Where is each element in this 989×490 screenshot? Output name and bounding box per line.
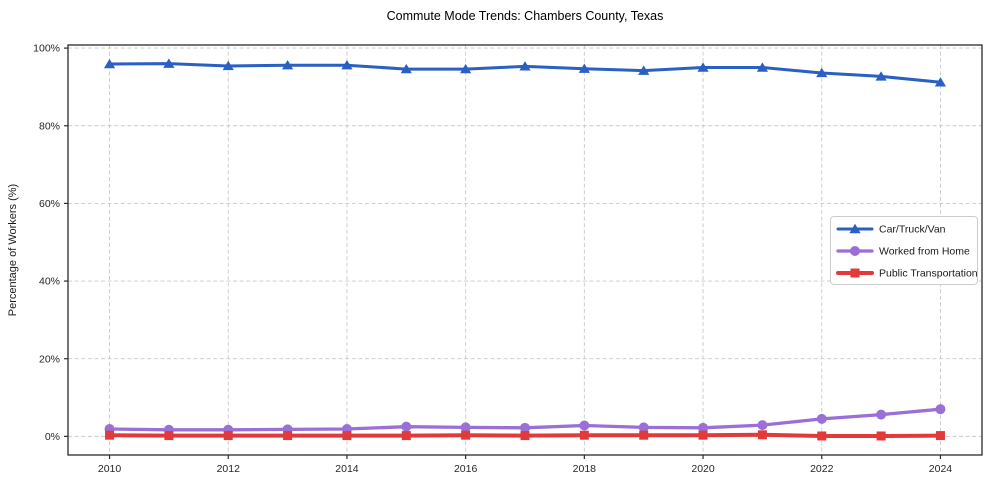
data-point-public-transportation (817, 431, 827, 441)
y-axis-label: Percentage of Workers (%) (7, 184, 19, 316)
data-point-worked-from-home (876, 409, 887, 420)
legend-item-public-transportation: Public Transportation (836, 268, 978, 280)
x-tick-label: 2022 (810, 463, 834, 475)
plot-border (67, 44, 983, 456)
data-point-car-truck-van (875, 71, 887, 81)
x-tick-label: 2012 (217, 463, 241, 475)
data-point-car-truck-van (697, 62, 709, 72)
data-point-worked-from-home (460, 422, 471, 433)
data-point-car-truck-van (638, 65, 650, 75)
series-car-truck-van (103, 58, 947, 87)
data-point-worked-from-home (638, 422, 649, 433)
axis-tick-labels: 2010 2012 2014 2016 2018 2020 2022 2024 0% 20% 40%… (33, 43, 952, 475)
data-point-worked-from-home (401, 421, 412, 432)
data-point-worked-from-home (757, 420, 768, 431)
data-point-worked-from-home (698, 422, 709, 433)
data-point-car-truck-van (281, 59, 294, 70)
legend-label: Car/Truck/Van (879, 224, 946, 236)
series-worked-from-home (104, 404, 946, 435)
data-point-worked-from-home (579, 420, 590, 431)
y-tick-label: 20% (39, 353, 60, 365)
data-point-car-truck-van (816, 67, 828, 78)
data-point-car-truck-van (103, 58, 116, 69)
data-point-public-transportation (223, 431, 233, 441)
data-point-worked-from-home (935, 404, 946, 415)
data-point-public-transportation (698, 430, 708, 440)
data-point-car-truck-van (578, 63, 590, 73)
legend-marker-circle (850, 246, 860, 256)
legend-label: Public Transportation (879, 268, 978, 280)
data-point-public-transportation (283, 431, 293, 441)
legend-item-worked-from-home: Worked from Home (836, 246, 970, 258)
legend-item-car-truck-van: Car/Truck/Van (836, 223, 946, 236)
data-point-public-transportation (935, 431, 945, 441)
legend-label: Worked from Home (879, 246, 970, 258)
data-point-public-transportation (876, 431, 886, 441)
x-tick-label: 2014 (335, 463, 359, 475)
chart-title: Commute Mode Trends: Chambers County, Te… (387, 9, 664, 23)
x-tick-label: 2024 (929, 463, 953, 475)
data-point-public-transportation (520, 431, 530, 441)
data-point-car-truck-van (400, 63, 412, 74)
data-point-car-truck-van (163, 58, 175, 68)
data-point-public-transportation (164, 431, 174, 441)
data-point-public-transportation (105, 430, 115, 440)
legend-marker-triangle (849, 223, 861, 234)
y-tick-label: 100% (33, 43, 60, 55)
legend-marker-square (850, 268, 860, 278)
x-tick-label: 2020 (691, 463, 715, 475)
y-tick-label: 0% (45, 431, 60, 443)
series-public-transportation (105, 430, 945, 441)
data-point-car-truck-van (756, 62, 769, 72)
y-tick-label: 40% (39, 276, 60, 288)
data-point-car-truck-van (341, 59, 353, 70)
data-point-car-truck-van (222, 60, 234, 71)
axis-ticks (64, 47, 942, 459)
data-point-public-transportation (342, 431, 352, 441)
data-point-public-transportation (401, 431, 411, 441)
y-tick-label: 80% (39, 120, 60, 132)
data-point-worked-from-home (520, 422, 530, 433)
data-point-public-transportation (757, 430, 767, 440)
data-point-car-truck-van (934, 77, 947, 87)
x-tick-label: 2018 (573, 463, 597, 475)
legend: Car/Truck/Van Worked from Home Public Tran… (830, 216, 978, 285)
data-point-car-truck-van (460, 63, 472, 74)
data-point-public-transportation (639, 430, 649, 440)
chart-plot-area: 2010 2012 2014 2016 2018 2020 2022 2024 0% 20% 40%… (33, 43, 983, 475)
data-point-car-truck-van (519, 61, 531, 71)
y-tick-label: 60% (39, 198, 60, 210)
data-point-public-transportation (579, 430, 589, 440)
x-tick-label: 2010 (98, 463, 122, 475)
legend-box (830, 216, 978, 285)
x-tick-label: 2016 (454, 463, 478, 475)
data-point-public-transportation (461, 430, 471, 440)
data-point-worked-from-home (816, 413, 827, 424)
